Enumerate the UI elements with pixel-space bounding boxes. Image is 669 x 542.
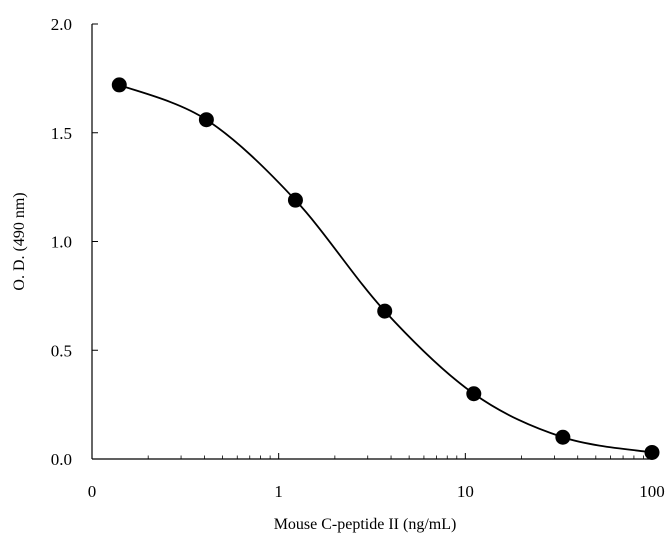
data-point [377,303,393,319]
y-axis-title: O. D. (490 nm) [11,192,28,290]
y-tick-label: 0.0 [51,450,72,469]
y-tick-label: 2.0 [51,15,72,34]
x-tick-label: 1 [274,482,283,501]
axes: 0.0 0.5 1.0 1.5 2.0 0 1 10 100 [51,15,665,501]
data-points-layer [111,77,660,460]
labels-layer: Mouse C-peptide II (ng/mL) O. D. (490 nm… [11,192,456,533]
y-tick-label: 0.5 [51,341,72,360]
data-point [198,112,214,128]
data-point [644,444,660,460]
fit-curve [118,84,653,454]
data-point [287,192,303,208]
x-tick-label: 0 [88,482,97,501]
x-tick-label: 10 [457,482,474,501]
x-tick-label: 100 [639,482,665,501]
data-point [555,429,571,445]
fit-curve-layer [118,84,653,454]
y-tick-label: 1.5 [51,124,72,143]
y-tick-label: 1.0 [51,233,72,252]
data-point [111,77,127,93]
x-axis-title: Mouse C-peptide II (ng/mL) [274,516,457,533]
data-point [466,386,482,402]
